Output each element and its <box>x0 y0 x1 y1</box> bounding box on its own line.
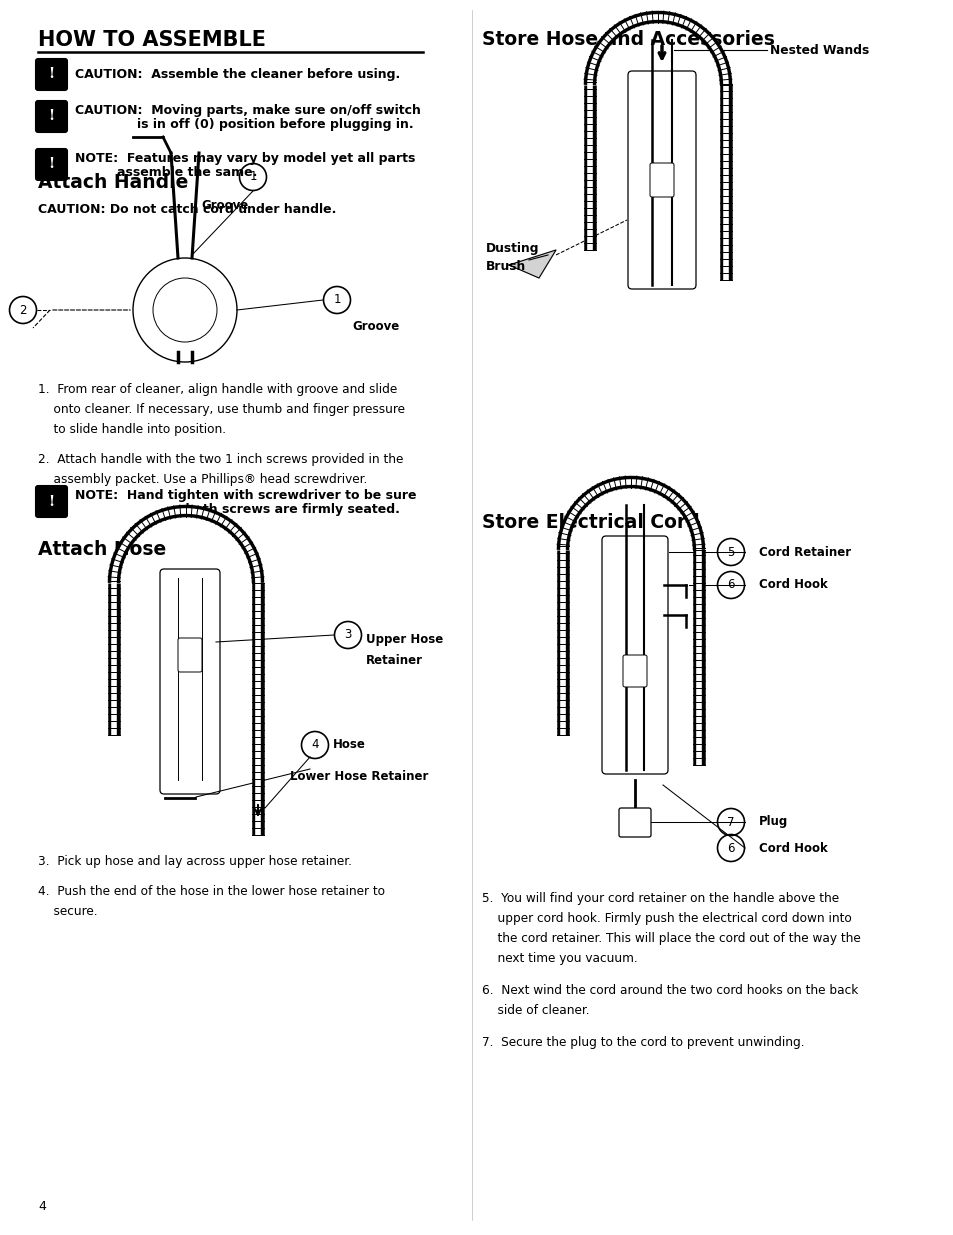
Text: 5: 5 <box>726 546 734 558</box>
FancyBboxPatch shape <box>36 101 67 132</box>
Text: CAUTION:  Moving parts, make sure on/off switch: CAUTION: Moving parts, make sure on/off … <box>75 104 420 117</box>
FancyBboxPatch shape <box>178 638 202 672</box>
Text: Attach Handle: Attach Handle <box>38 173 188 191</box>
Text: assemble the same.: assemble the same. <box>117 165 257 179</box>
Text: both screws are firmly seated.: both screws are firmly seated. <box>132 503 399 515</box>
Text: 5.  You will find your cord retainer on the handle above the: 5. You will find your cord retainer on t… <box>481 892 839 905</box>
Text: is in off (0) position before plugging in.: is in off (0) position before plugging i… <box>137 117 414 131</box>
Text: Retainer: Retainer <box>366 653 422 667</box>
Text: to slide handle into position.: to slide handle into position. <box>38 424 226 436</box>
Text: NOTE:  Features may vary by model yet all parts: NOTE: Features may vary by model yet all… <box>75 152 415 165</box>
Text: 6: 6 <box>726 578 734 592</box>
FancyBboxPatch shape <box>622 655 646 687</box>
Text: 3.  Pick up hose and lay across upper hose retainer.: 3. Pick up hose and lay across upper hos… <box>38 855 352 868</box>
Text: 4: 4 <box>311 739 318 752</box>
Text: Plug: Plug <box>759 815 787 829</box>
Text: Upper Hose: Upper Hose <box>366 634 443 646</box>
Text: HOW TO ASSEMBLE: HOW TO ASSEMBLE <box>38 30 266 49</box>
Text: secure.: secure. <box>38 905 97 918</box>
Text: 1: 1 <box>249 170 256 184</box>
Polygon shape <box>509 249 556 278</box>
Text: Cord Hook: Cord Hook <box>759 578 827 592</box>
FancyBboxPatch shape <box>36 487 67 517</box>
Text: Store Electrical Cord: Store Electrical Cord <box>481 513 699 532</box>
Text: the cord retainer. This will place the cord out of the way the: the cord retainer. This will place the c… <box>481 932 860 945</box>
Text: Dusting: Dusting <box>485 242 539 254</box>
Text: Groove: Groove <box>201 199 249 212</box>
Text: 7: 7 <box>726 815 734 829</box>
Text: Brush: Brush <box>485 259 526 273</box>
FancyBboxPatch shape <box>160 569 220 794</box>
Text: 1.  From rear of cleaner, align handle with groove and slide: 1. From rear of cleaner, align handle wi… <box>38 383 396 396</box>
Text: CAUTION:  Assemble the cleaner before using.: CAUTION: Assemble the cleaner before usi… <box>75 68 400 82</box>
Text: 3: 3 <box>344 629 352 641</box>
Text: NOTE:  Hand tighten with screwdriver to be sure: NOTE: Hand tighten with screwdriver to b… <box>75 489 416 503</box>
Text: onto cleaner. If necessary, use thumb and finger pressure: onto cleaner. If necessary, use thumb an… <box>38 403 405 416</box>
Text: 7.  Secure the plug to the cord to prevent unwinding.: 7. Secure the plug to the cord to preven… <box>481 1036 803 1049</box>
Text: 1: 1 <box>333 294 340 306</box>
Text: Groove: Groove <box>352 320 399 333</box>
Text: Cord Hook: Cord Hook <box>759 841 827 855</box>
FancyBboxPatch shape <box>36 59 67 90</box>
Text: Store Hose and Accessories: Store Hose and Accessories <box>481 30 774 49</box>
Text: 4.  Push the end of the hose in the lower hose retainer to: 4. Push the end of the hose in the lower… <box>38 885 385 898</box>
FancyBboxPatch shape <box>627 70 696 289</box>
Text: Lower Hose Retainer: Lower Hose Retainer <box>290 769 428 783</box>
Text: Cord Retainer: Cord Retainer <box>759 546 850 558</box>
FancyBboxPatch shape <box>601 536 667 774</box>
FancyBboxPatch shape <box>36 149 67 180</box>
Text: !: ! <box>49 494 54 509</box>
Text: 6: 6 <box>726 841 734 855</box>
Text: !: ! <box>49 158 54 172</box>
Text: assembly packet. Use a Phillips® head screwdriver.: assembly packet. Use a Phillips® head sc… <box>38 473 367 487</box>
Text: !: ! <box>49 68 54 82</box>
Text: Hose: Hose <box>333 739 366 752</box>
Text: CAUTION: Do not catch cord under handle.: CAUTION: Do not catch cord under handle. <box>38 203 336 216</box>
Text: next time you vacuum.: next time you vacuum. <box>481 952 637 965</box>
Text: Attach Hose: Attach Hose <box>38 540 166 559</box>
FancyBboxPatch shape <box>649 163 673 198</box>
Text: upper cord hook. Firmly push the electrical cord down into: upper cord hook. Firmly push the electri… <box>481 911 851 925</box>
FancyBboxPatch shape <box>618 808 650 837</box>
Text: 2.  Attach handle with the two 1 inch screws provided in the: 2. Attach handle with the two 1 inch scr… <box>38 453 403 466</box>
Text: 2: 2 <box>19 304 27 316</box>
Text: Nested Wands: Nested Wands <box>769 43 868 57</box>
Text: 6.  Next wind the cord around the two cord hooks on the back: 6. Next wind the cord around the two cor… <box>481 984 858 997</box>
Text: !: ! <box>49 110 54 124</box>
Text: side of cleaner.: side of cleaner. <box>481 1004 589 1016</box>
Text: 4: 4 <box>38 1200 46 1213</box>
